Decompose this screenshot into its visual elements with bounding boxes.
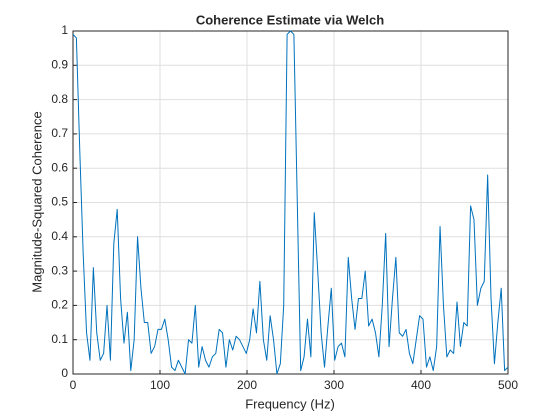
y-tick-label: 0.8 xyxy=(51,92,68,106)
x-tick-label: 200 xyxy=(237,378,257,392)
y-tick-label: 0 xyxy=(61,366,68,380)
y-tick-label: 0.6 xyxy=(51,160,68,174)
x-tick-label: 0 xyxy=(70,378,77,392)
data-line xyxy=(72,30,509,375)
y-axis-label: Magnitude-Squared Coherence xyxy=(29,111,44,292)
y-tick-label: 0.4 xyxy=(51,229,68,243)
y-tick-label: 0.7 xyxy=(51,126,68,140)
y-tick-label: 1 xyxy=(61,23,68,37)
x-tick-label: 300 xyxy=(324,378,344,392)
y-tick-label: 0.1 xyxy=(51,332,68,346)
x-tick-label: 400 xyxy=(411,378,431,392)
x-axis-label: Frequency (Hz) xyxy=(245,396,335,411)
y-tick-label: 0.2 xyxy=(51,298,68,312)
y-tick-label: 0.3 xyxy=(51,263,68,277)
x-tick-label: 500 xyxy=(498,378,518,392)
chart-title: Coherence Estimate via Welch xyxy=(196,12,384,27)
y-tick-label: 0.9 xyxy=(51,57,68,71)
x-tick-label: 100 xyxy=(150,378,170,392)
y-tick-label: 0.5 xyxy=(51,195,68,209)
